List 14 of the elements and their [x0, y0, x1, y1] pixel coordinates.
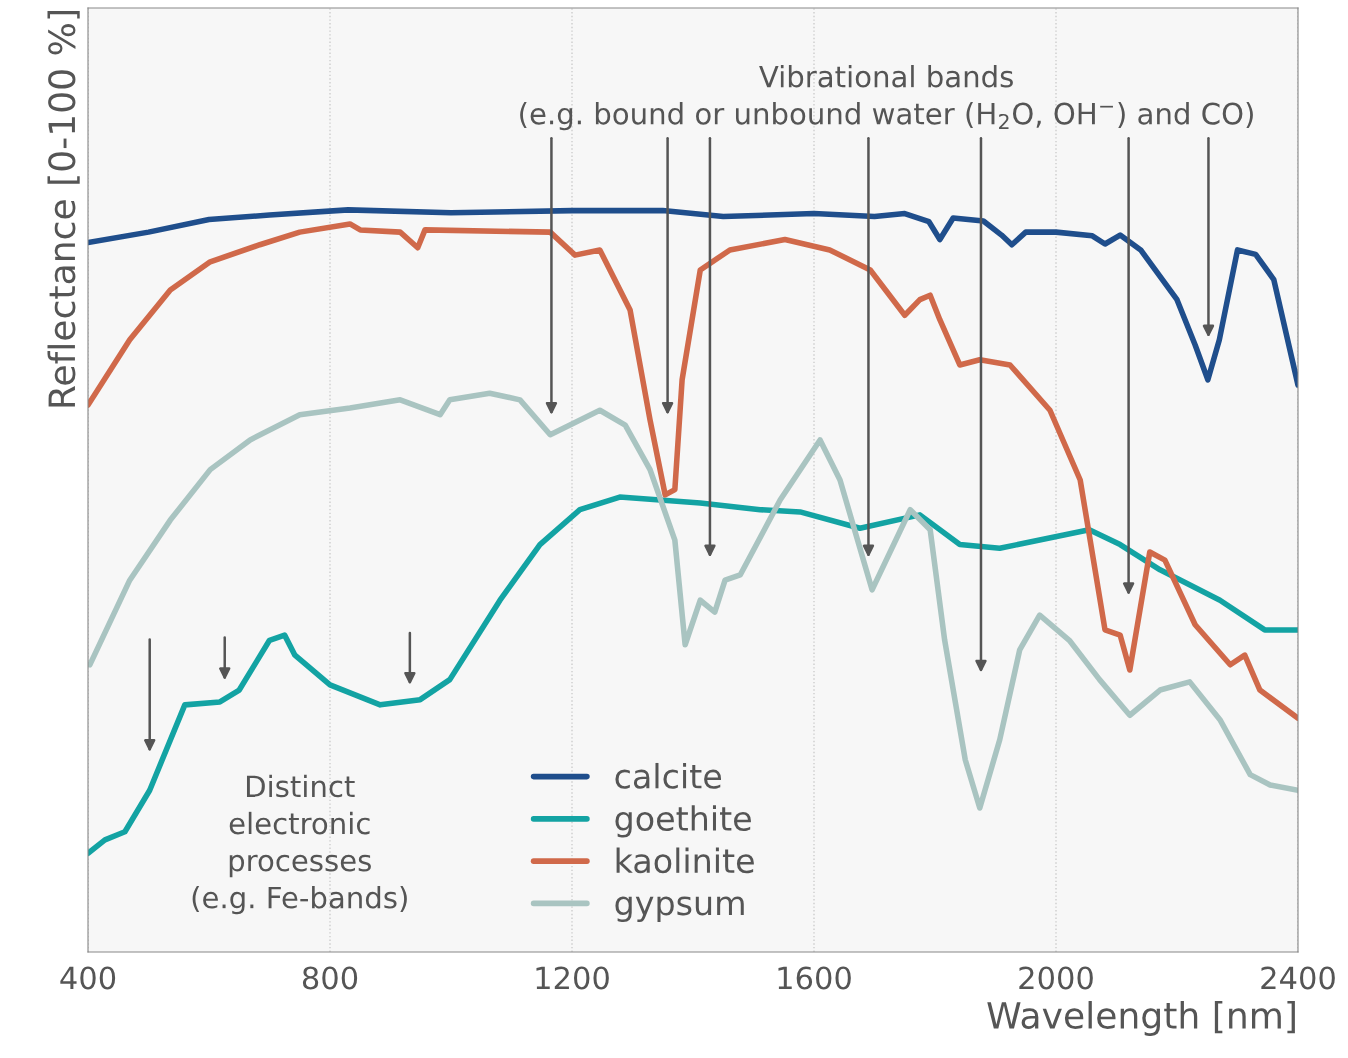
legend-label: kaolinite — [616, 847, 754, 874]
legend-label: calcite — [615, 762, 721, 789]
annotation: Distinct electronic processes (e.g. Fe-bands) — [192, 774, 407, 915]
x-tick-label: 800 — [302, 966, 358, 990]
legend-label: goethite — [615, 805, 751, 838]
legend-label: gypsum — [615, 896, 744, 922]
x-tick-label: 1600 — [778, 966, 851, 990]
x-axis-title: Wavelength [nm] — [987, 1001, 1295, 1036]
x-tick-label: 2400 — [1261, 966, 1335, 990]
text: Vibrational bands (e.g. bound or unbound water (H$_{2}$O, OH$^{−}$) and CO) — [520, 64, 1253, 131]
x-tick-label: 2000 — [1019, 966, 1093, 990]
x-tick-label: 1200 — [536, 966, 609, 990]
y-axis-title: Reflectance [0-100 %] — [47, 11, 80, 407]
x-tick-label: 400 — [60, 966, 116, 990]
